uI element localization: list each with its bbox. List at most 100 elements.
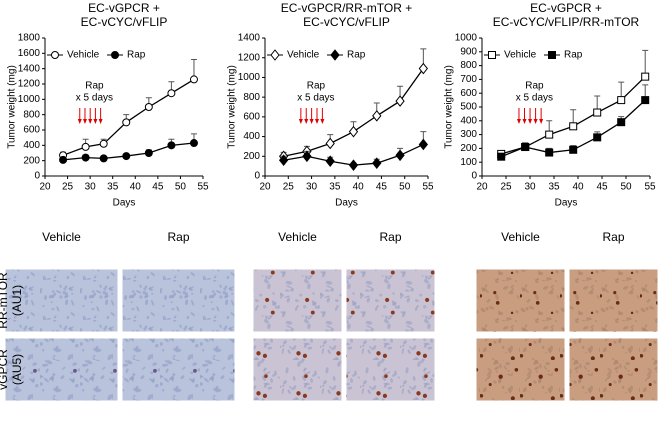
column-label: Vehicle — [278, 230, 317, 244]
x-tick-label: 20 — [39, 182, 51, 193]
y-tick-label: 200 — [460, 143, 477, 154]
row-label: vGPCR — [0, 349, 10, 390]
data-point — [593, 133, 602, 142]
y-tick-label: 100 — [460, 157, 477, 168]
micrograph — [568, 268, 659, 333]
column-label: Vehicle — [42, 230, 81, 244]
data-point — [569, 145, 578, 154]
series-line — [283, 68, 424, 157]
x-tick-label: 30 — [524, 182, 536, 193]
data-point — [325, 137, 335, 150]
y-tick-label: 1400 — [238, 33, 261, 44]
arrow-head — [77, 119, 82, 124]
x-tick-label: 50 — [399, 182, 411, 193]
chart-title: EC-vGPCR/RR-mTOR + — [281, 1, 412, 15]
data-point — [617, 96, 626, 105]
data-point — [569, 122, 578, 131]
micrograph — [252, 268, 343, 333]
data-point — [122, 118, 131, 127]
legend-label: Rap — [127, 50, 146, 61]
row-label: (AU1) — [10, 285, 24, 316]
micrograph — [252, 337, 343, 402]
column-label: Rap — [602, 230, 624, 244]
row-label: RR-mTOR — [0, 272, 10, 329]
arrow-head — [522, 119, 527, 124]
micrograph — [4, 337, 119, 402]
data-point — [348, 159, 359, 171]
x-axis-label: Days — [113, 198, 136, 209]
data-point — [81, 142, 90, 151]
y-tick-label: 1200 — [238, 52, 261, 63]
y-tick-label: 600 — [243, 111, 260, 122]
x-tick-label: 35 — [329, 182, 341, 193]
micrograph — [121, 268, 236, 333]
chart-title: EC-vCYC/vFLIP — [303, 15, 390, 29]
data-point — [617, 118, 626, 127]
y-tick-label: 1000 — [455, 33, 478, 44]
arrow-head — [539, 119, 544, 124]
arrow-head — [88, 119, 93, 124]
annotation: Rap — [85, 81, 104, 92]
x-tick-label: 35 — [548, 182, 560, 193]
arrow-head — [320, 119, 325, 124]
micrograph — [475, 268, 566, 333]
data-point — [189, 139, 198, 148]
column-label: Rap — [167, 230, 189, 244]
chart-title: EC-vCYC/vFLIP/RR-mTOR — [493, 15, 640, 29]
micrograph — [475, 337, 566, 402]
annotation: Rap — [525, 81, 544, 92]
y-tick-label: 600 — [460, 88, 477, 99]
micrograph — [568, 337, 659, 402]
y-tick-label: 1800 — [18, 33, 41, 44]
x-axis-label: Days — [555, 198, 578, 209]
x-tick-label: 25 — [500, 182, 512, 193]
x-tick-label: 30 — [85, 182, 97, 193]
arrow-head — [82, 119, 87, 124]
x-tick-label: 45 — [376, 182, 388, 193]
data-point — [325, 155, 335, 168]
x-tick-label: 30 — [306, 182, 318, 193]
data-point — [302, 150, 312, 163]
data-point — [395, 95, 405, 107]
data-point — [418, 138, 428, 151]
legend-label: Rap — [347, 50, 366, 61]
y-tick-label: 500 — [460, 102, 477, 113]
column-label: Vehicle — [501, 230, 540, 244]
data-point — [395, 149, 405, 162]
x-tick-label: 55 — [644, 182, 656, 193]
legend-marker — [51, 51, 59, 59]
arrow-head — [516, 119, 521, 124]
data-point — [593, 108, 602, 117]
data-point — [99, 139, 108, 148]
annotation: Rap — [307, 81, 326, 92]
chart-title: EC-vGPCR + — [88, 1, 160, 15]
legend-marker — [488, 51, 496, 59]
data-point — [189, 75, 198, 84]
legend-label: Vehicle — [287, 50, 320, 61]
data-point — [167, 89, 176, 98]
y-tick-label: 1000 — [238, 72, 261, 83]
micrograph — [345, 268, 436, 333]
micrograph — [4, 268, 119, 333]
data-point — [59, 155, 68, 164]
data-point — [497, 152, 506, 161]
micrograph — [121, 337, 236, 402]
y-tick-label: 700 — [460, 74, 477, 85]
y-tick-label: 200 — [243, 151, 260, 162]
data-point — [545, 130, 554, 139]
chart-title: EC-vGPCR + — [530, 1, 602, 15]
legend-label: Vehicle — [504, 50, 537, 61]
annotation: x 5 days — [76, 93, 113, 104]
y-tick-label: 800 — [23, 109, 40, 120]
arrow-head — [98, 119, 103, 124]
y-tick-label: 200 — [23, 155, 40, 166]
legend-marker — [270, 49, 280, 61]
y-tick-label: 1400 — [18, 63, 41, 74]
x-tick-label: 25 — [283, 182, 295, 193]
data-point — [81, 153, 90, 162]
arrow-head — [314, 119, 319, 124]
arrow-head — [93, 119, 98, 124]
data-point — [641, 72, 650, 81]
arrow-head — [309, 119, 314, 124]
